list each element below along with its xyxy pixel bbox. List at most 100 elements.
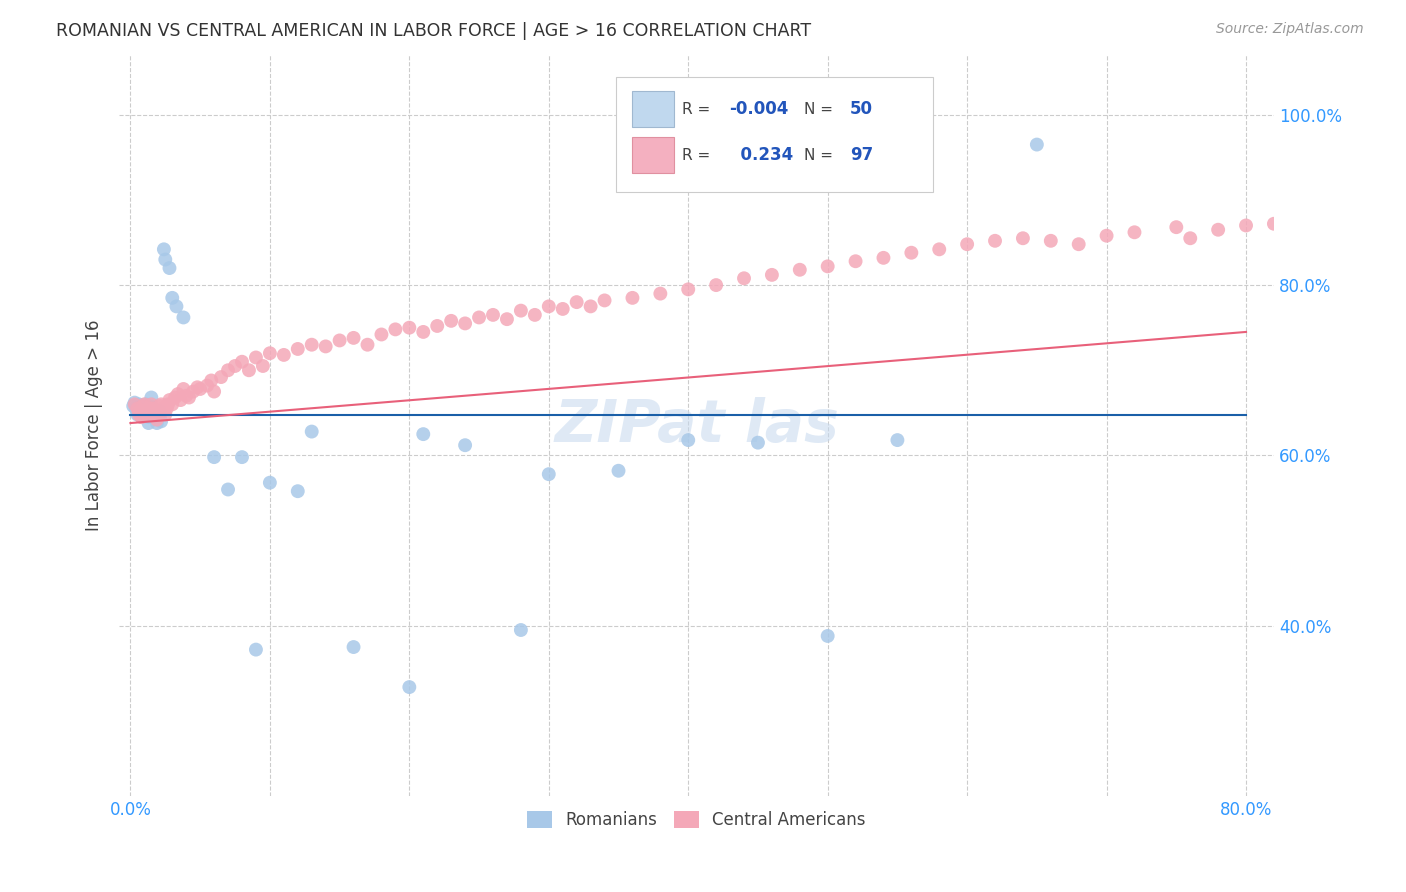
Point	[231, 450, 253, 464]
Point	[181, 384, 204, 399]
Point	[128, 408, 150, 422]
Point	[1206, 223, 1229, 237]
Point	[496, 312, 519, 326]
Point	[155, 252, 177, 267]
Y-axis label: In Labor Force | Age > 16: In Labor Force | Age > 16	[86, 320, 103, 532]
Point	[761, 268, 783, 282]
Point	[733, 271, 755, 285]
Point	[565, 295, 588, 310]
Point	[141, 406, 163, 420]
Point	[579, 299, 602, 313]
Text: 97: 97	[851, 146, 873, 164]
Point	[1012, 231, 1035, 245]
Point	[1319, 208, 1341, 222]
Point	[134, 397, 156, 411]
Point	[153, 401, 176, 416]
Point	[149, 404, 172, 418]
Point	[155, 408, 177, 422]
Point	[398, 320, 420, 334]
Point	[224, 359, 246, 373]
Point	[454, 438, 477, 452]
Point	[845, 254, 868, 268]
Point	[129, 404, 152, 418]
Point	[984, 234, 1007, 248]
Point	[956, 237, 979, 252]
Point	[537, 299, 560, 313]
Point	[159, 261, 181, 276]
Point	[301, 425, 323, 439]
Point	[131, 399, 153, 413]
Point	[186, 380, 208, 394]
Point	[1067, 237, 1090, 252]
Point	[329, 334, 352, 348]
Point	[177, 391, 200, 405]
Point	[928, 243, 950, 257]
Point	[202, 450, 225, 464]
Point	[817, 260, 839, 274]
Point	[188, 382, 211, 396]
Point	[551, 301, 574, 316]
Point	[1291, 211, 1313, 226]
Point	[315, 339, 337, 353]
Point	[146, 412, 169, 426]
Point	[166, 387, 188, 401]
Point	[412, 325, 434, 339]
Point	[426, 318, 449, 333]
FancyBboxPatch shape	[631, 92, 673, 127]
Text: N =: N =	[804, 148, 838, 162]
Point	[537, 467, 560, 482]
Point	[134, 401, 156, 416]
Point	[127, 401, 149, 416]
Point	[136, 408, 159, 422]
Text: N =: N =	[804, 102, 838, 117]
Point	[156, 401, 179, 416]
Point	[252, 359, 274, 373]
Point	[1025, 137, 1047, 152]
Point	[162, 291, 184, 305]
Text: 0.234: 0.234	[728, 146, 793, 164]
Point	[202, 384, 225, 399]
Point	[872, 251, 894, 265]
Point	[231, 355, 253, 369]
Point	[1180, 231, 1202, 245]
Point	[157, 397, 180, 411]
Point	[150, 414, 173, 428]
Point	[141, 391, 163, 405]
Point	[259, 346, 281, 360]
Point	[454, 317, 477, 331]
Point	[132, 399, 155, 413]
Point	[704, 278, 727, 293]
Point	[128, 397, 150, 411]
Point	[900, 245, 922, 260]
Text: ROMANIAN VS CENTRAL AMERICAN IN LABOR FORCE | AGE > 16 CORRELATION CHART: ROMANIAN VS CENTRAL AMERICAN IN LABOR FO…	[56, 22, 811, 40]
Point	[245, 642, 267, 657]
Point	[150, 397, 173, 411]
Point	[152, 404, 174, 418]
Text: 50: 50	[851, 100, 873, 119]
Point	[141, 397, 163, 411]
Point	[593, 293, 616, 308]
Point	[273, 348, 295, 362]
Point	[136, 406, 159, 420]
Text: ZIPat las: ZIPat las	[554, 397, 839, 454]
Point	[245, 351, 267, 365]
FancyBboxPatch shape	[616, 78, 934, 192]
Point	[356, 337, 378, 351]
Point	[209, 370, 232, 384]
Point	[146, 416, 169, 430]
Point	[384, 322, 406, 336]
Point	[153, 243, 176, 257]
Point	[145, 404, 167, 418]
Point	[1039, 234, 1062, 248]
Point	[138, 401, 160, 416]
Point	[607, 464, 630, 478]
Point	[124, 395, 146, 409]
Point	[482, 308, 505, 322]
Point	[217, 483, 239, 497]
Point	[676, 433, 699, 447]
Legend: Romanians, Central Americans: Romanians, Central Americans	[520, 805, 873, 836]
Point	[165, 391, 187, 405]
Point	[135, 397, 157, 411]
Point	[1166, 220, 1188, 235]
Point	[148, 406, 170, 420]
